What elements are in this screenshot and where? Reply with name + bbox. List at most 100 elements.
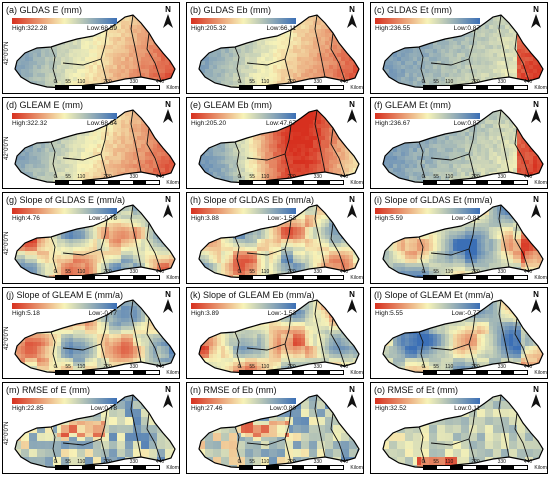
sub-basin-boundary	[418, 46, 426, 84]
north-arrow-icon: N	[529, 291, 543, 318]
sub-basin-boundary	[314, 205, 326, 268]
legend-color-ramp	[191, 208, 296, 214]
scale-bar: 0 55 110 220 330 440Kilometers	[237, 459, 363, 471]
north-arrow-icon: N	[345, 196, 359, 223]
scale-tick-label: 330	[313, 174, 322, 180]
color-legend: High:3.89 Low:-1.53	[191, 303, 296, 317]
north-arrow-icon: N	[161, 291, 175, 318]
scale-bar: 0 55 110 220 330 440Kilometers	[238, 79, 363, 91]
sub-basin-boundary	[314, 15, 326, 78]
color-legend: High:3.88 Low:-1.53	[191, 208, 296, 222]
legend-high-value: High:322.32	[12, 120, 48, 127]
basin-map	[382, 394, 544, 469]
north-arrow-icon: N	[161, 101, 175, 128]
scale-tick-label: 440	[155, 174, 165, 180]
panel-title: (h) Slope of GLDAS Eb (mm/a)	[190, 195, 315, 205]
scale-unit: Kilometers	[350, 180, 363, 186]
scale-tick-label: 220	[471, 79, 480, 85]
north-arrow-icon: N	[161, 196, 175, 223]
scale-tick-label: 55	[65, 459, 71, 465]
scale-tick-label: 110	[445, 364, 454, 370]
scale-tick-label: 440	[155, 269, 165, 275]
legend-low-value: Low:-0.78	[88, 215, 117, 222]
legend-high-value: High:5.59	[375, 215, 403, 222]
legend-color-ramp	[375, 18, 480, 24]
legend-low-value: Low:68.64	[87, 120, 117, 127]
sub-basin-boundary	[50, 426, 58, 464]
scale-tick-label: 55	[249, 79, 255, 85]
basin-map	[198, 109, 360, 184]
legend-color-ramp	[191, 398, 296, 404]
panel-title: (o) RMSE of Et (mm)	[374, 385, 459, 395]
legend-high-value: High:4.76	[12, 215, 40, 222]
panel-title: (n) RMSE of Eb (mm)	[190, 385, 277, 395]
legend-high-value: High:5.55	[375, 310, 403, 317]
map-panel: (o) RMSE of Et (mm) High:32.52 Low:0.11 N 0 5…	[370, 382, 548, 474]
legend-low-value: Low:0.87	[453, 120, 480, 127]
north-arrow-icon: N	[529, 6, 543, 33]
legend-high-value: High:3.89	[191, 310, 219, 317]
sub-basin-boundary	[284, 409, 292, 464]
sub-basin-boundary	[418, 141, 426, 179]
scale-tick-label: 110	[77, 269, 86, 275]
panel-title: (m) RMSE of E (mm)	[6, 385, 90, 395]
legend-low-value: Low:-1.53	[267, 310, 296, 317]
sub-basin-boundary	[50, 46, 58, 84]
scale-unit: Kilometers	[350, 85, 363, 91]
scale-unit: Kilometers	[350, 370, 363, 376]
sub-basin-boundary	[130, 395, 142, 458]
scale-tick-label: 0	[421, 364, 425, 370]
scale-tick-label: 110	[77, 79, 86, 85]
legend-high-value: High:236.55	[375, 25, 411, 32]
color-legend: High:236.67 Low:0.87	[375, 113, 480, 127]
scale-bar: 0 55 110 220 330 440Kilometers	[422, 269, 547, 281]
scale-tick-label: 220	[287, 269, 296, 275]
basin-map	[14, 394, 176, 469]
sub-basin-boundary	[130, 300, 142, 363]
scale-unit: Kilometers	[350, 275, 363, 281]
basin-map	[382, 299, 544, 374]
scale-tick-label: 110	[261, 269, 270, 275]
scale-tick-label: 0	[237, 459, 241, 465]
scale-bar: 0 55 110 220 330 440Kilometers	[238, 364, 363, 376]
scale-tick-label: 220	[103, 459, 112, 465]
color-legend: High:4.76 Low:-0.78	[12, 208, 117, 222]
north-arrow-icon: N	[345, 291, 359, 318]
sub-basin-boundary	[468, 124, 476, 179]
map-panel: (c) GLDAS Et (mm) High:236.55 Low:0.87 N 0 55…	[370, 2, 548, 94]
scale-unit: Kilometers	[534, 180, 547, 186]
scale-tick-label: 55	[433, 79, 439, 85]
scale-tick-label: 110	[261, 459, 270, 465]
scale-tick-label: 220	[103, 79, 112, 85]
sub-basin-boundary	[430, 343, 470, 351]
legend-low-value: Low:0.80	[269, 405, 296, 412]
scale-tick-label: 110	[445, 79, 454, 85]
scale-tick-label: 220	[287, 174, 296, 180]
legend-color-ramp	[375, 303, 480, 309]
panel-title: (d) GLEAM E (mm)	[6, 100, 84, 110]
north-arrow-icon: N	[529, 101, 543, 128]
scale-tick-label: 110	[261, 364, 270, 370]
scale-tick-label: 0	[53, 174, 57, 180]
scale-tick-label: 110	[261, 79, 270, 85]
scale-tick-label: 55	[433, 459, 439, 465]
scale-tick-label: 440	[523, 79, 533, 85]
scale-bar: 0 55 110 220 330 440Kilometers	[422, 174, 547, 186]
scale-tick-label: 110	[77, 174, 86, 180]
scale-tick-label: 330	[497, 269, 506, 275]
sub-basin-boundary	[100, 124, 108, 179]
legend-color-ramp	[375, 208, 480, 214]
legend-low-value: Low:47.67	[266, 120, 296, 127]
sub-basin-boundary	[330, 412, 346, 462]
north-arrow-icon: N	[345, 101, 359, 128]
panel-title: (l) Slope of GLEAM Et (mm/a)	[374, 290, 494, 300]
scale-unit: Kilometers	[534, 85, 547, 91]
sub-basin-boundary	[418, 331, 426, 369]
scale-tick-label: 110	[445, 459, 454, 465]
sub-basin-boundary	[146, 32, 162, 82]
scale-unit: Kilometers	[534, 275, 547, 281]
scale-bar: 0 55 110 220 330 440Kilometers	[54, 269, 179, 281]
map-panel: (d) GLEAM E (mm) High:322.32 Low:68.64 42°0…	[2, 97, 180, 189]
scale-tick-label: 110	[445, 174, 454, 180]
sub-basin-boundary	[146, 317, 162, 367]
